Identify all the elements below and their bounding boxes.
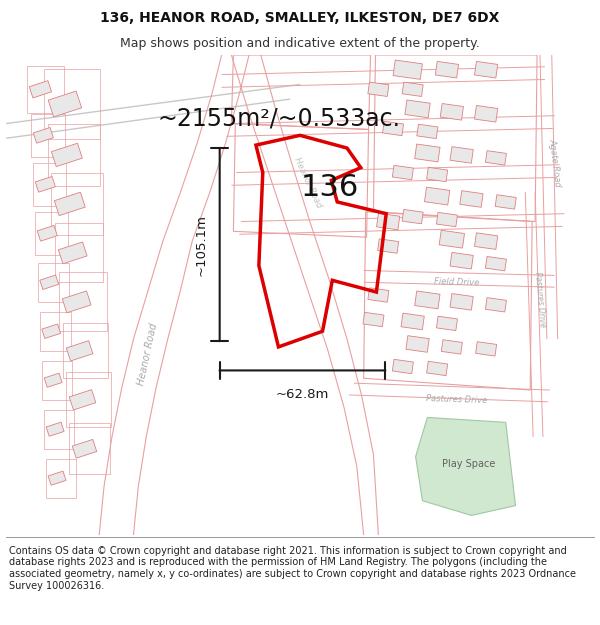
- Polygon shape: [475, 106, 498, 122]
- Text: Pastures Drive: Pastures Drive: [533, 272, 547, 328]
- Polygon shape: [368, 82, 389, 96]
- Polygon shape: [401, 313, 424, 330]
- Polygon shape: [69, 389, 96, 410]
- Text: Pastures Drive: Pastures Drive: [426, 394, 487, 406]
- Polygon shape: [48, 471, 66, 485]
- Polygon shape: [475, 61, 498, 78]
- Polygon shape: [402, 209, 423, 224]
- Polygon shape: [424, 187, 450, 205]
- Polygon shape: [495, 195, 516, 209]
- Polygon shape: [460, 191, 483, 208]
- Polygon shape: [415, 291, 440, 309]
- Polygon shape: [485, 151, 506, 165]
- Polygon shape: [52, 143, 82, 167]
- Polygon shape: [363, 312, 384, 327]
- Polygon shape: [393, 60, 422, 79]
- Polygon shape: [436, 213, 457, 227]
- Polygon shape: [392, 359, 413, 374]
- Polygon shape: [55, 192, 85, 216]
- Polygon shape: [72, 439, 97, 458]
- Polygon shape: [415, 144, 440, 162]
- Polygon shape: [377, 239, 398, 253]
- Text: Play Space: Play Space: [442, 459, 495, 469]
- Polygon shape: [377, 213, 400, 230]
- Text: Field Drive: Field Drive: [434, 277, 479, 288]
- Polygon shape: [406, 336, 429, 352]
- Polygon shape: [368, 288, 389, 302]
- Polygon shape: [33, 127, 53, 143]
- Polygon shape: [427, 168, 448, 182]
- Polygon shape: [439, 230, 464, 248]
- Polygon shape: [485, 298, 506, 312]
- Polygon shape: [392, 166, 413, 180]
- Polygon shape: [40, 275, 59, 289]
- Polygon shape: [440, 104, 463, 120]
- Polygon shape: [44, 373, 62, 388]
- Polygon shape: [37, 226, 58, 241]
- Polygon shape: [450, 294, 473, 310]
- Polygon shape: [58, 242, 87, 264]
- Polygon shape: [62, 291, 91, 312]
- Text: ~62.8m: ~62.8m: [276, 388, 329, 401]
- Text: 136: 136: [300, 173, 359, 202]
- Polygon shape: [42, 324, 61, 339]
- Text: Map shows position and indicative extent of the property.: Map shows position and indicative extent…: [120, 38, 480, 51]
- Text: Agate Road: Agate Road: [547, 138, 562, 188]
- Polygon shape: [450, 147, 473, 163]
- Text: Contains OS data © Crown copyright and database right 2021. This information is : Contains OS data © Crown copyright and d…: [9, 546, 576, 591]
- Text: 136, HEANOR ROAD, SMALLEY, ILKESTON, DE7 6DX: 136, HEANOR ROAD, SMALLEY, ILKESTON, DE7…: [100, 11, 500, 25]
- Polygon shape: [48, 91, 82, 117]
- Text: ~105.1m: ~105.1m: [195, 214, 208, 276]
- Polygon shape: [436, 316, 457, 331]
- Polygon shape: [485, 256, 506, 271]
- Polygon shape: [46, 422, 64, 436]
- Polygon shape: [405, 100, 430, 118]
- Polygon shape: [450, 253, 473, 269]
- Polygon shape: [416, 418, 515, 516]
- Text: Heanor Road: Heanor Road: [137, 322, 160, 386]
- Polygon shape: [383, 121, 404, 136]
- Polygon shape: [29, 81, 52, 98]
- Text: ~2155m²/~0.533ac.: ~2155m²/~0.533ac.: [158, 107, 401, 131]
- Polygon shape: [427, 361, 448, 376]
- Polygon shape: [436, 61, 458, 78]
- Polygon shape: [417, 124, 438, 139]
- Polygon shape: [66, 341, 93, 361]
- Polygon shape: [402, 82, 423, 96]
- Polygon shape: [476, 342, 497, 356]
- Polygon shape: [35, 176, 55, 192]
- Polygon shape: [442, 340, 463, 354]
- Text: Heanor Road: Heanor Road: [292, 156, 323, 209]
- Polygon shape: [475, 233, 498, 249]
